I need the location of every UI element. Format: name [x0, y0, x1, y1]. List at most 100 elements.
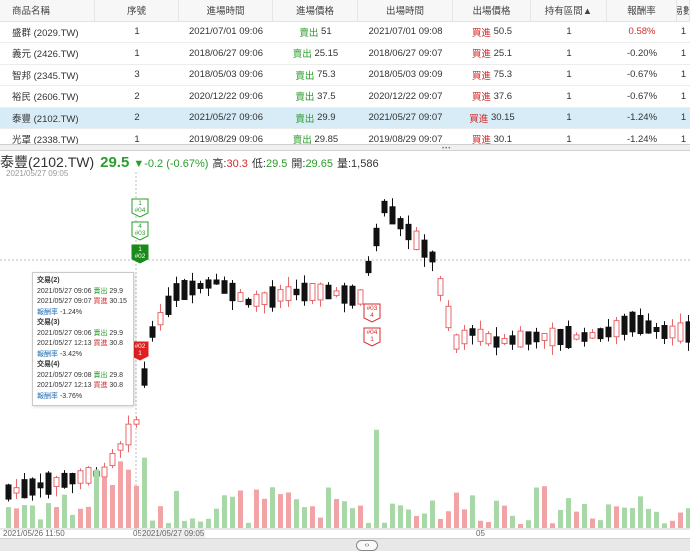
candle — [613, 320, 620, 338]
tooltip-exit-dir: 買進 — [93, 382, 108, 389]
cell-entry-price: 賣出 29.85 — [273, 129, 358, 144]
table-row[interactable]: 智邦 (2345.TW) 3 2018/05/03 09:06 賣出 75.3 2018… — [0, 65, 690, 86]
tooltip-entry-time: 2021/05/27 09:06 — [37, 287, 92, 295]
cell-seq: 2 — [134, 112, 140, 124]
volume-bar — [206, 518, 211, 528]
candle — [253, 293, 260, 307]
candle — [245, 298, 252, 306]
cell-hold: 1 — [566, 69, 572, 81]
entry-price: 51 — [321, 26, 332, 38]
table-row[interactable]: 光罩 (2338.TW) 1 2019/08/29 09:06 賣出 29.85 201… — [0, 129, 690, 144]
volume-bar — [342, 501, 347, 528]
candle — [629, 311, 636, 333]
candle — [285, 286, 292, 302]
col-header-exit-time[interactable]: 出場時間 — [358, 0, 453, 21]
cell-hold: 1 — [566, 112, 572, 124]
volume-bar — [134, 485, 139, 528]
candle — [557, 328, 564, 346]
exit-marker-04-bottom: 1 — [370, 336, 374, 343]
candle — [437, 278, 444, 296]
candle — [669, 325, 676, 339]
tooltip-exit-dir: 買進 — [93, 298, 108, 305]
volume-bar — [262, 498, 267, 528]
volume-bar — [46, 503, 51, 528]
cell-exit-time: 2020/12/22 09:07 — [368, 90, 443, 102]
axis-tick-2: 05 — [476, 529, 485, 538]
volume-bar — [126, 469, 131, 528]
splitter-grip-icon[interactable]: ••• — [442, 146, 452, 152]
table-row[interactable]: 泰豐 (2102.TW) 2 2021/05/27 09:06 賣出 29.9 2021… — [0, 107, 690, 129]
candlestick-chart[interactable]: 1#044#031#02#021#034#041 — [0, 172, 690, 530]
entry-marker-04-bottom: #04 — [135, 207, 146, 214]
col-header-product[interactable]: 商品名稱 — [0, 0, 95, 21]
candle — [61, 472, 68, 488]
col-header-entry-price[interactable]: 進場價格 — [273, 0, 358, 21]
volume-bar — [350, 508, 355, 528]
volume-bar — [102, 477, 107, 528]
tooltip-exit-line: 2021/05/27 12:13 買進 30.8 — [37, 381, 129, 392]
cell-qty: 1 — [680, 47, 687, 59]
col-header-return[interactable]: 報酬率 — [607, 0, 677, 21]
col-header-entry-time[interactable]: 進場時間 — [179, 0, 273, 21]
candle — [37, 482, 44, 489]
entry-dir: 賣出 — [295, 70, 315, 82]
tooltip-entry-price: 29.9 — [109, 329, 124, 337]
volume-bar — [294, 499, 299, 528]
volume-bar — [590, 518, 595, 528]
chart-scrollbar[interactable]: ‹› — [0, 538, 690, 551]
cell-entry-time: 2021/07/01 09:06 — [189, 26, 263, 38]
col-header-hold[interactable]: 持有區間▲ — [531, 0, 607, 21]
table-header: 商品名稱 序號 進場時間 進場價格 出場時間 出場價格 持有區間▲ 報酬率 交易… — [0, 0, 690, 22]
candle — [509, 335, 516, 345]
table-row[interactable]: 盛群 (2029.TW) 1 2021/07/01 09:06 賣出 51 2021/0… — [0, 22, 690, 43]
volume-bar — [550, 523, 555, 528]
volume-bar — [118, 461, 123, 528]
candle — [157, 312, 164, 326]
volume-bar — [558, 509, 563, 528]
volume-bar — [238, 490, 243, 528]
tooltip-return-label: 報酬率 — [37, 308, 58, 316]
candle — [413, 230, 420, 251]
volume-bar — [270, 487, 275, 528]
volume-bar — [22, 505, 27, 528]
cell-exit-price: 買進 30.1 — [453, 129, 531, 144]
candle — [637, 314, 644, 335]
candle — [85, 466, 92, 484]
volume-bar — [462, 509, 467, 528]
scroll-thumb-icon[interactable]: ‹› — [356, 540, 378, 551]
volume-bar — [54, 507, 59, 528]
volume-bar — [526, 520, 531, 528]
exit-dir: 買進 — [471, 135, 491, 144]
entry-price: 29.85 — [314, 133, 339, 144]
table-row[interactable]: 義元 (2426.TW) 1 2018/06/27 09:06 賣出 25.15 201… — [0, 43, 690, 65]
exit-marker-04 — [363, 327, 381, 347]
volume-bar — [86, 506, 91, 528]
entry-price: 75.3 — [317, 69, 336, 81]
tooltip-entry-time: 2021/05/27 09:06 — [37, 329, 92, 337]
cell-hold: 1 — [566, 133, 572, 144]
candle — [605, 326, 612, 338]
candle — [565, 325, 572, 349]
candle — [501, 338, 508, 344]
volume-bar — [38, 519, 43, 528]
col-header-qty[interactable]: 交易數量 — [677, 0, 690, 21]
cell-entry-price: 賣出 29.9 — [273, 108, 358, 129]
cell-exit-time: 2021/07/01 09:08 — [368, 26, 443, 38]
volume-bar — [478, 520, 483, 528]
tooltip-trade-title: 交易(4) — [37, 361, 60, 368]
candle — [325, 284, 332, 300]
cell-return: 0.58% — [628, 26, 656, 38]
volume-bar — [398, 505, 403, 528]
cell-return: -1.24% — [626, 112, 658, 124]
entry-marker-02-bottom: #02 — [135, 253, 146, 260]
candle — [333, 290, 340, 297]
table-row[interactable]: 裕民 (2606.TW) 2 2020/12/22 09:06 賣出 37.5 2020… — [0, 86, 690, 108]
pane-splitter[interactable]: ••• — [0, 144, 690, 152]
entry-dir: 賣出 — [292, 135, 312, 144]
col-header-exit-price[interactable]: 出場價格 — [453, 0, 531, 21]
volume-bar — [310, 506, 315, 528]
exit-marker-03-bottom: 4 — [370, 312, 374, 319]
candle — [597, 328, 604, 340]
col-header-seq[interactable]: 序號 — [95, 0, 179, 21]
exit-price: 75.3 — [493, 69, 513, 81]
